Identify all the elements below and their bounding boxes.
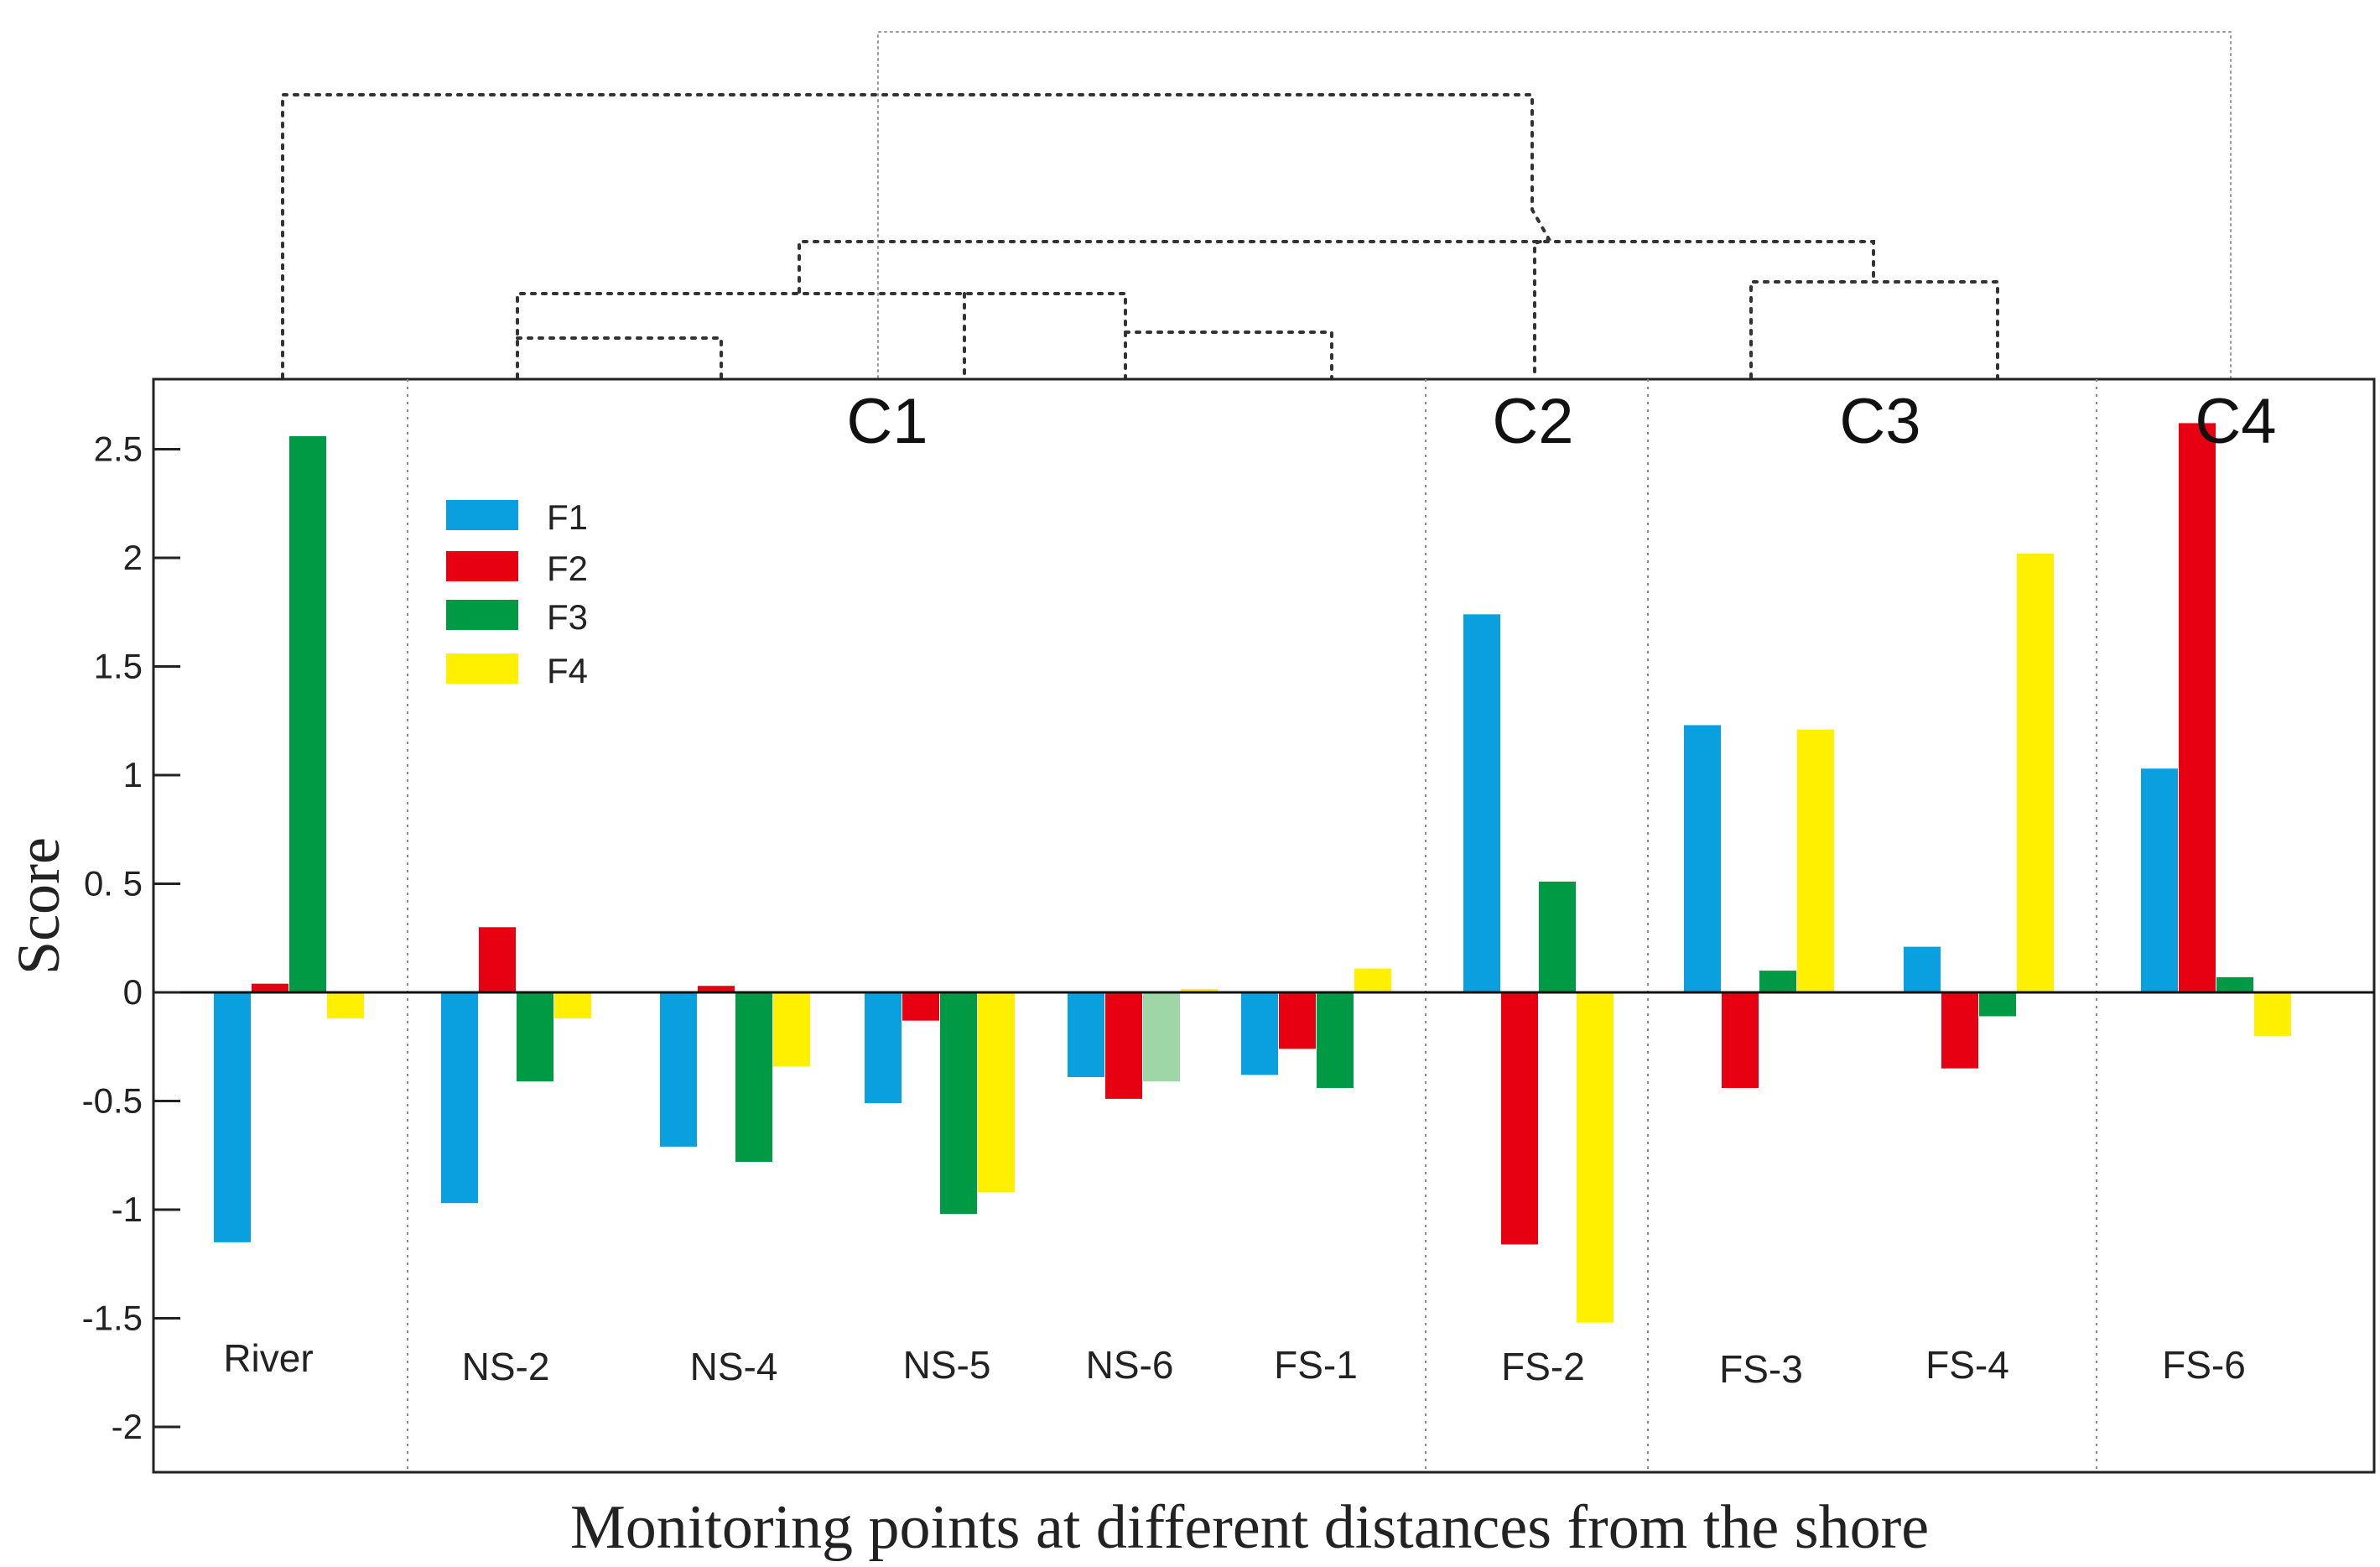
bar-ns-6-f2 [1105, 992, 1142, 1099]
bar-ns-6-f1 [1068, 992, 1104, 1078]
category-label: FS-4 [1925, 1343, 2009, 1387]
x-axis-title: Monitoring points at different distances… [570, 1493, 1929, 1562]
cluster-label: C2 [1492, 386, 1573, 457]
bar-fs-4-f2 [1941, 992, 1978, 1069]
bar-fs-6-f4 [2254, 992, 2291, 1036]
dendrogram-branch [516, 336, 723, 379]
bar-ns-4-f3 [735, 992, 772, 1163]
bar-fs-1-f1 [1241, 992, 1278, 1075]
bar-fs-4-f3 [1979, 992, 2016, 1017]
category-label: FS-2 [1501, 1345, 1585, 1388]
bar-river-f4 [327, 992, 364, 1019]
bar-river-f3 [289, 435, 326, 992]
bar-fs-4-f1 [1904, 946, 1941, 992]
category-label: NS-6 [1086, 1343, 1174, 1387]
bar-ns-2-f4 [554, 992, 591, 1019]
bar-fs-6-f1 [2141, 768, 2178, 992]
bar-ns-4-f1 [660, 992, 697, 1147]
bar-river-f2 [252, 983, 288, 992]
y-tick-label: -2 [112, 1407, 143, 1446]
category-label: NS-5 [903, 1343, 991, 1387]
legend-swatch-f4 [446, 653, 518, 684]
bar-ns-2-f1 [441, 992, 478, 1204]
bar-ns-5-f4 [978, 992, 1015, 1193]
bar-ns-4-f2 [698, 986, 735, 992]
bar-ns-2-f3 [517, 992, 553, 1082]
cluster-dendrogram [281, 31, 2232, 379]
category-label: FS-6 [2162, 1343, 2246, 1387]
bar-ns-4-f4 [773, 992, 810, 1067]
y-tick-label: 2 [123, 538, 143, 577]
y-tick-label: -1 [112, 1190, 143, 1229]
dendrogram-branch [281, 93, 1551, 379]
bar-ns-5-f3 [940, 992, 977, 1215]
bar-ns-6-f3 [1143, 992, 1180, 1082]
category-label: NS-4 [690, 1345, 778, 1388]
bar-fs-2-f1 [1463, 614, 1500, 992]
bar-fs-3-f3 [1759, 971, 1796, 992]
dendrogram-branch [1749, 280, 1999, 379]
bar-ns-5-f2 [902, 992, 939, 1021]
category-label: FS-3 [1719, 1347, 1803, 1391]
legend: F1 F2 F3 F4 [446, 497, 588, 690]
legend-swatch-f3 [446, 600, 518, 630]
cluster-label: C4 [2195, 386, 2276, 457]
y-tick-label: -1.5 [82, 1299, 143, 1338]
legend-label: F4 [547, 651, 588, 690]
bar-ns-2-f2 [479, 927, 516, 992]
bar-fs-2-f2 [1501, 992, 1538, 1245]
bar-ns-6-f4 [1181, 989, 1218, 992]
y-tick-label: -0.5 [82, 1081, 143, 1121]
bar-fs-1-f3 [1317, 992, 1354, 1088]
bar-fs-3-f4 [1797, 729, 1834, 992]
y-axis-title: Score [5, 837, 72, 975]
category-label: River [223, 1336, 313, 1380]
legend-swatch-f1 [446, 500, 518, 530]
y-tick-label: 0 [123, 972, 143, 1012]
bar-ns-5-f1 [865, 992, 902, 1104]
dendrogram-branch [1124, 331, 1333, 379]
bar-fs-6-f2 [2179, 423, 2216, 992]
dendrogram-branch [798, 240, 1875, 294]
legend-label: F2 [547, 549, 588, 588]
bar-fs-1-f4 [1354, 968, 1391, 992]
cluster-labels: C1 C2 C3 C4 [846, 386, 2276, 457]
bar-fs-2-f4 [1577, 992, 1614, 1323]
cluster-label: C3 [1839, 386, 1920, 457]
cluster-label: C1 [846, 386, 928, 457]
bar-fs-1-f2 [1279, 992, 1316, 1049]
dendrogram-branch [516, 292, 1127, 379]
category-label: FS-1 [1274, 1343, 1358, 1387]
category-labels: River NS-2 NS-4 NS-5 NS-6 FS-1 FS-2 FS-3 FS-4 FS-… [223, 1336, 2246, 1391]
y-tick-label: 0. 5 [84, 864, 143, 903]
legend-label: F1 [547, 497, 588, 537]
bar-fs-2-f3 [1539, 881, 1576, 992]
category-label: NS-2 [462, 1345, 550, 1388]
cluster-separators [407, 379, 2097, 1472]
dendrogram-branch [877, 31, 2232, 378]
bar-fs-4-f4 [2017, 553, 2054, 992]
y-tick-label: 1.5 [94, 647, 143, 686]
bar-river-f1 [214, 992, 251, 1242]
bar-fs-3-f2 [1722, 992, 1759, 1088]
y-tick-label: 1 [123, 755, 143, 794]
legend-swatch-f2 [446, 551, 518, 581]
legend-label: F3 [547, 597, 588, 637]
plot-frame [152, 377, 2376, 1474]
bars [214, 423, 2291, 1323]
bar-fs-3-f1 [1684, 725, 1721, 992]
y-axis: 2.5 2 1.5 1 0. 5 0 -0.5 -1 -1.5 -2 [82, 429, 180, 1446]
bar-fs-6-f3 [2216, 976, 2253, 992]
y-tick-label: 2.5 [94, 429, 143, 469]
